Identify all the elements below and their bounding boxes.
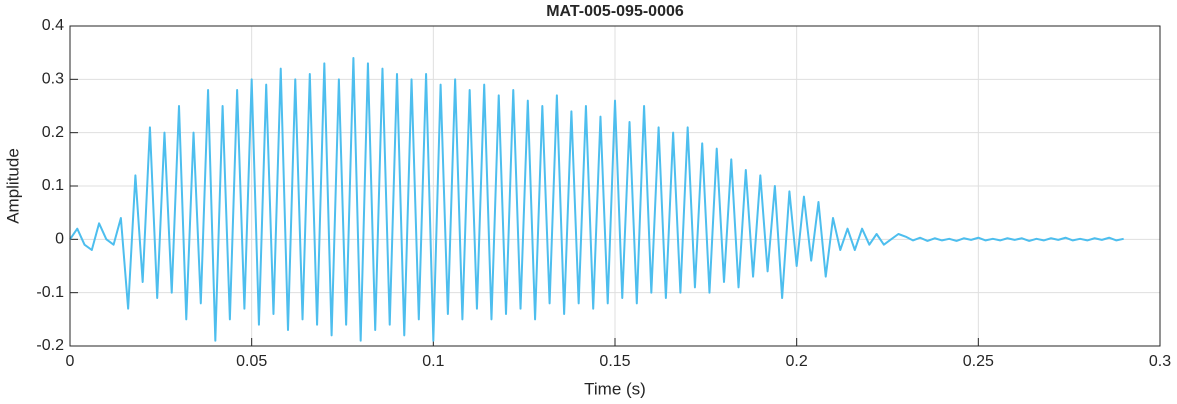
y-tick-label: 0.4 <box>42 17 64 34</box>
x-tick-label: 0.05 <box>236 353 267 370</box>
y-axis-label: Amplitude <box>3 148 22 224</box>
y-tick-label: 0 <box>55 231 64 248</box>
y-tick-label: 0.2 <box>42 124 64 141</box>
x-tick-label: 0.2 <box>786 353 808 370</box>
y-tick-label: -0.1 <box>36 284 64 301</box>
x-tick-label: 0.1 <box>422 353 444 370</box>
x-tick-label: 0 <box>66 353 75 370</box>
y-tick-label: 0.1 <box>42 177 64 194</box>
chart-title: MAT-005-095-0006 <box>546 3 684 20</box>
y-tick-label: 0.3 <box>42 71 64 88</box>
waveform-line <box>69 57 1124 342</box>
x-tick-label: 0.15 <box>599 353 630 370</box>
plot-frame <box>69 25 1161 347</box>
x-axis-label: Time (s) <box>584 379 646 398</box>
x-tick-label: 0.25 <box>963 353 994 370</box>
x-tick-label: 0.3 <box>1149 353 1171 370</box>
y-tick-label: -0.2 <box>36 337 64 354</box>
